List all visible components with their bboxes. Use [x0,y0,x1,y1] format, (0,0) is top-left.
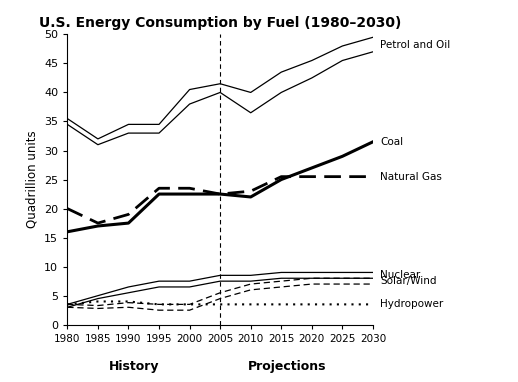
Text: Projections: Projections [248,359,327,372]
Text: History: History [109,359,160,372]
Text: Petrol and Oil: Petrol and Oil [380,40,450,50]
Text: Hydropower: Hydropower [380,299,443,309]
Text: Coal: Coal [380,137,403,147]
Text: Solar/Wind: Solar/Wind [380,276,436,286]
Title: U.S. Energy Consumption by Fuel (1980–2030): U.S. Energy Consumption by Fuel (1980–20… [39,16,401,31]
Text: Natural Gas: Natural Gas [380,172,442,181]
Y-axis label: Quadrillion units: Quadrillion units [25,131,39,228]
Text: Nuclear: Nuclear [380,270,420,280]
